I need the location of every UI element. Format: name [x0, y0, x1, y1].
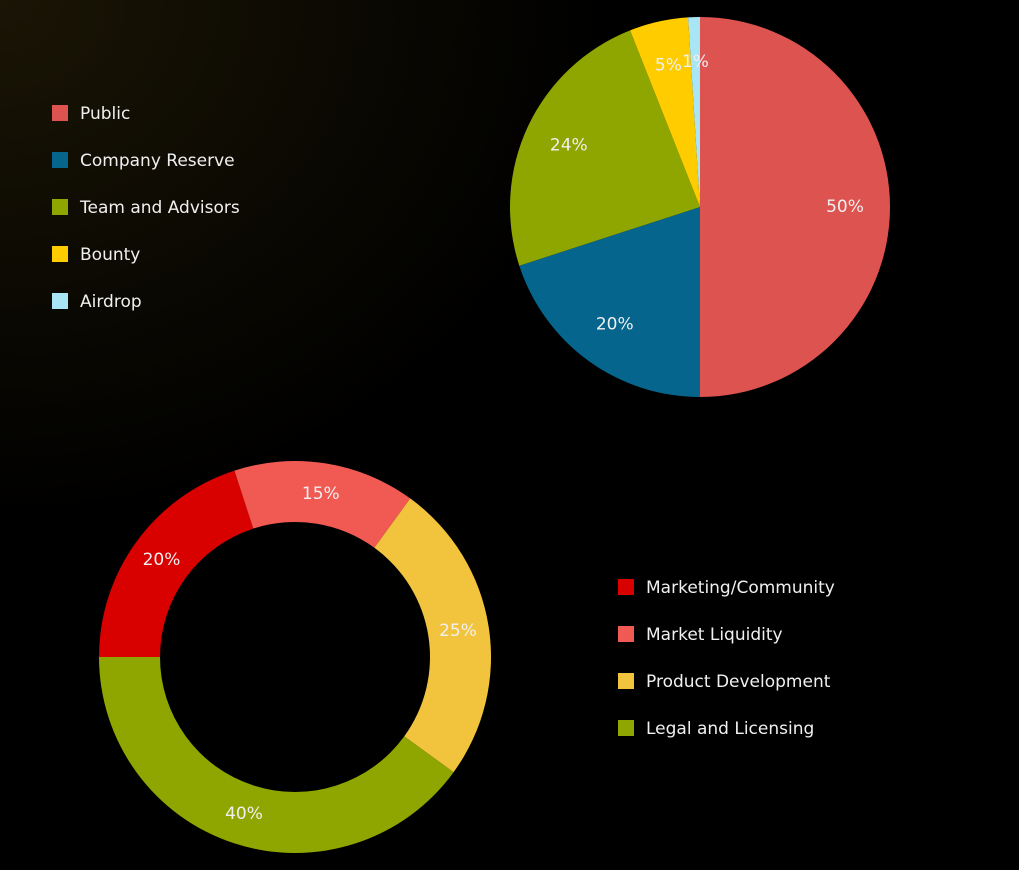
legend-label: Legal and Licensing	[646, 719, 814, 739]
data-label: 50%	[826, 197, 864, 217]
legend-label: Product Development	[646, 672, 831, 692]
legend-label: Marketing/Community	[646, 578, 835, 598]
legend-label: Bounty	[80, 245, 140, 265]
legend-label: Market Liquidity	[646, 625, 783, 645]
legend-swatch	[52, 246, 68, 262]
legend-swatch	[618, 579, 634, 595]
legend-swatch	[52, 105, 68, 121]
slice	[688, 17, 700, 207]
data-label: 25%	[439, 621, 477, 641]
slice	[374, 498, 491, 773]
legend-label: Public	[80, 104, 130, 124]
slice	[630, 17, 700, 207]
legend-swatch	[618, 626, 634, 642]
data-label: 24%	[550, 135, 588, 155]
data-label: 20%	[596, 314, 634, 334]
slice	[234, 460, 411, 548]
legend-swatch	[618, 673, 634, 689]
legend-label: Airdrop	[80, 292, 142, 312]
slice	[99, 470, 254, 657]
data-label: 1%	[682, 52, 709, 72]
data-label: 40%	[225, 804, 263, 824]
slice	[510, 30, 700, 266]
legend-label: Team and Advisors	[79, 198, 240, 218]
slice	[519, 207, 700, 397]
data-label: 20%	[143, 550, 181, 570]
legend-swatch	[618, 720, 634, 736]
legend-swatch	[52, 293, 68, 309]
legend-label: Company Reserve	[80, 151, 235, 171]
data-label: 15%	[302, 484, 340, 504]
legend-swatch	[52, 152, 68, 168]
legend-swatch	[52, 199, 68, 215]
data-label: 5%	[655, 55, 682, 75]
slice	[700, 17, 890, 397]
slice	[99, 657, 454, 853]
